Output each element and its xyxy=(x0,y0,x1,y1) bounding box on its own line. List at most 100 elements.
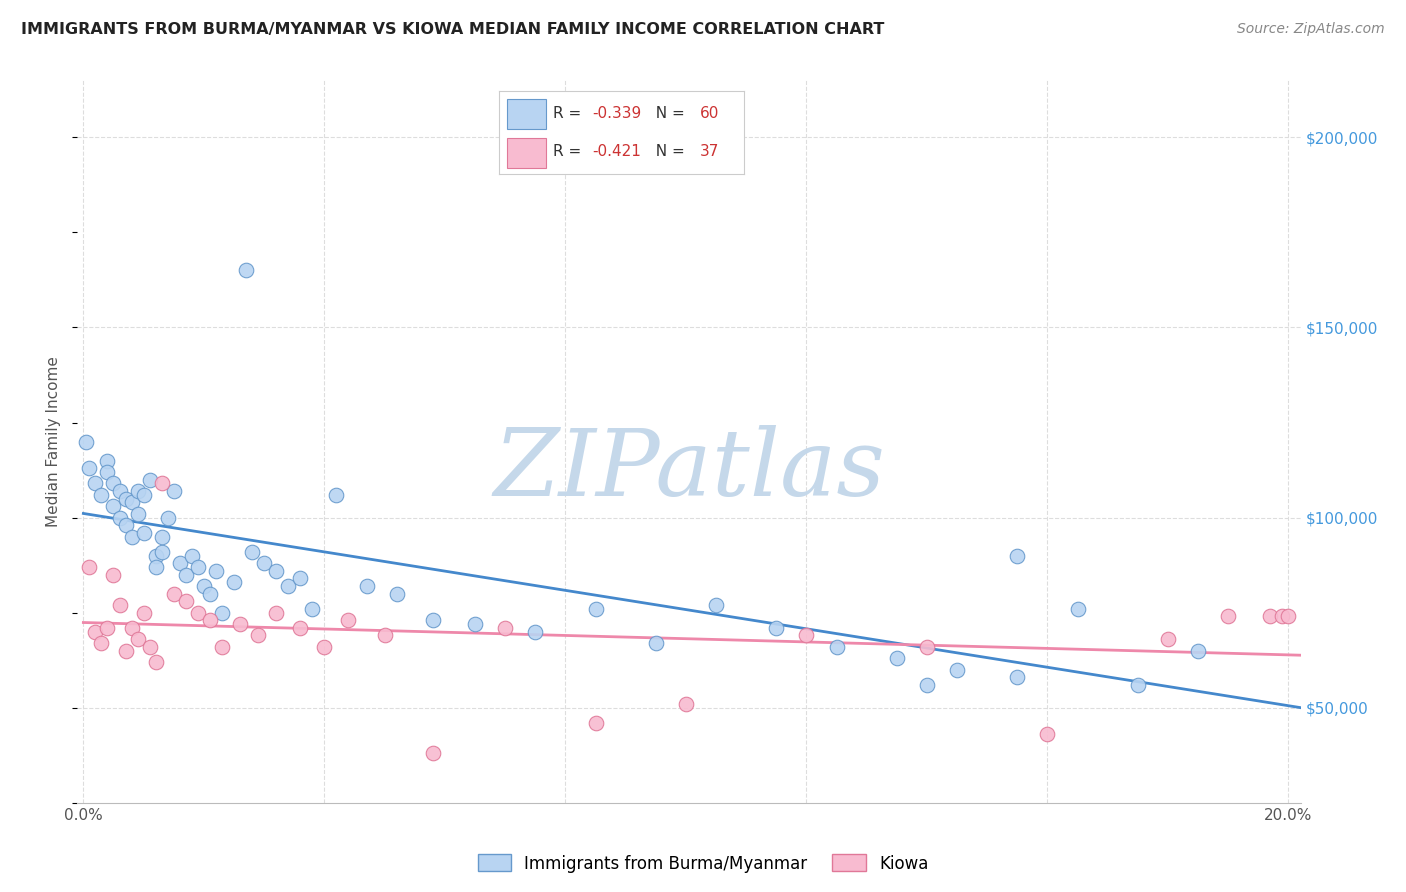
Legend: Immigrants from Burma/Myanmar, Kiowa: Immigrants from Burma/Myanmar, Kiowa xyxy=(471,847,935,880)
Point xyxy=(524,624,547,639)
Point xyxy=(1007,670,1029,684)
Point xyxy=(96,465,118,479)
Point xyxy=(150,545,173,559)
Point xyxy=(150,476,173,491)
Point xyxy=(108,483,131,498)
Point xyxy=(90,636,112,650)
Point xyxy=(169,556,191,570)
Point xyxy=(96,453,118,467)
Point xyxy=(132,525,155,540)
Point xyxy=(132,488,155,502)
Point xyxy=(585,602,607,616)
Point xyxy=(84,624,107,639)
Point xyxy=(222,575,245,590)
Point xyxy=(103,499,125,513)
Point xyxy=(765,621,787,635)
Point xyxy=(422,747,444,761)
Point xyxy=(385,587,408,601)
Point xyxy=(127,632,149,647)
Point xyxy=(121,621,143,635)
Point xyxy=(1260,609,1282,624)
Point xyxy=(825,640,848,654)
Point xyxy=(121,530,143,544)
Point xyxy=(704,598,727,612)
Point xyxy=(253,556,276,570)
Point xyxy=(946,663,969,677)
Point xyxy=(1187,643,1209,657)
Point xyxy=(108,510,131,524)
Point xyxy=(675,697,697,711)
Point xyxy=(314,640,336,654)
Point xyxy=(915,678,938,692)
Point xyxy=(211,640,233,654)
Point xyxy=(127,507,149,521)
Point xyxy=(187,560,209,574)
Point xyxy=(205,564,228,578)
Point xyxy=(1277,609,1299,624)
Point xyxy=(211,606,233,620)
Point xyxy=(174,594,197,608)
Point xyxy=(156,510,179,524)
Point xyxy=(301,602,323,616)
Point xyxy=(1066,602,1088,616)
Point xyxy=(1007,549,1029,563)
Point xyxy=(163,587,186,601)
Point xyxy=(229,617,252,632)
Point xyxy=(796,628,818,642)
Point xyxy=(915,640,938,654)
Point xyxy=(145,560,167,574)
Point xyxy=(114,491,136,506)
Y-axis label: Median Family Income: Median Family Income xyxy=(46,356,62,527)
Point xyxy=(1271,609,1294,624)
Point xyxy=(96,621,118,635)
Point xyxy=(247,628,270,642)
Point xyxy=(235,263,257,277)
Point xyxy=(138,473,160,487)
Point xyxy=(464,617,486,632)
Point xyxy=(114,518,136,533)
Text: IMMIGRANTS FROM BURMA/MYANMAR VS KIOWA MEDIAN FAMILY INCOME CORRELATION CHART: IMMIGRANTS FROM BURMA/MYANMAR VS KIOWA M… xyxy=(21,22,884,37)
Point xyxy=(886,651,908,665)
Point xyxy=(90,488,112,502)
Point xyxy=(187,606,209,620)
Point xyxy=(1218,609,1240,624)
Point xyxy=(114,643,136,657)
Point xyxy=(103,476,125,491)
Point xyxy=(1036,727,1059,741)
Point xyxy=(79,560,101,574)
Point xyxy=(494,621,516,635)
Point xyxy=(198,587,221,601)
Point xyxy=(79,461,101,475)
Point xyxy=(150,530,173,544)
Point xyxy=(325,488,347,502)
Point xyxy=(75,434,97,449)
Point xyxy=(1126,678,1149,692)
Point xyxy=(138,640,160,654)
Point xyxy=(290,571,312,585)
Point xyxy=(264,564,287,578)
Point xyxy=(121,495,143,509)
Point xyxy=(180,549,202,563)
Point xyxy=(1157,632,1180,647)
Point xyxy=(132,606,155,620)
Point xyxy=(174,567,197,582)
Point xyxy=(290,621,312,635)
Point xyxy=(163,483,186,498)
Text: ZIPatlas: ZIPatlas xyxy=(494,425,884,516)
Point xyxy=(127,483,149,498)
Point xyxy=(585,715,607,730)
Point xyxy=(356,579,378,593)
Point xyxy=(198,613,221,627)
Point xyxy=(422,613,444,627)
Point xyxy=(103,567,125,582)
Point xyxy=(240,545,263,559)
Point xyxy=(374,628,396,642)
Point xyxy=(193,579,215,593)
Point xyxy=(264,606,287,620)
Point xyxy=(337,613,360,627)
Point xyxy=(84,476,107,491)
Point xyxy=(145,655,167,669)
Point xyxy=(108,598,131,612)
Text: Source: ZipAtlas.com: Source: ZipAtlas.com xyxy=(1237,22,1385,37)
Point xyxy=(145,549,167,563)
